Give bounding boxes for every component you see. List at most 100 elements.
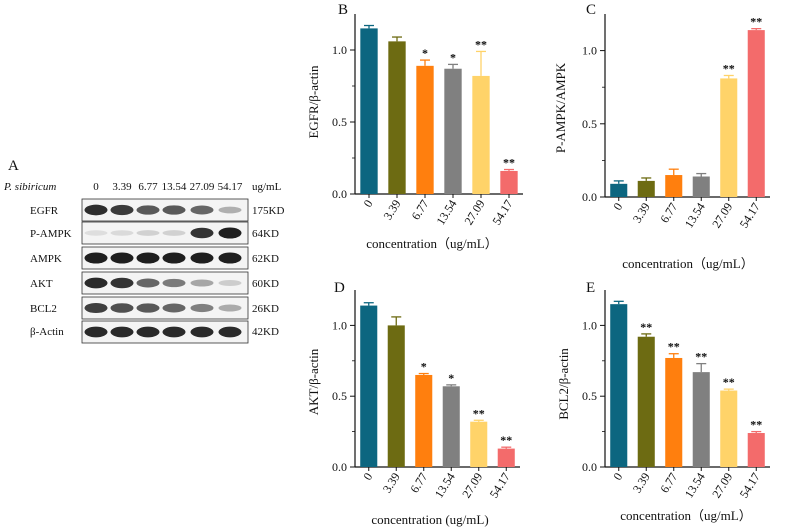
panel-c-bar [637,180,655,197]
molecular-weight: 26KD [252,303,279,315]
blot-band [190,205,214,215]
panel-d-x-tick-label: 3.39 [380,470,403,495]
blot-row-akt: AKT 60KD [30,271,279,295]
species-label: P. sibiricum [3,181,56,193]
panel-c-bar [692,176,710,197]
panel-c-bar [747,30,765,197]
panel-b-bar [360,28,378,195]
blot-band [110,252,134,264]
panel-c-y-tick-label: 1.0 [582,44,597,58]
chart-panel-d: D AKT/β-actin concentration (ug/mL) 0.0 0… [306,280,520,527]
panel-d-bar [442,386,460,467]
blot-band [84,302,108,314]
panel-b-x-tick-label: 0 [360,197,375,210]
panel-b-letter: B [338,2,348,18]
panel-c-bar [720,78,738,197]
blot-band [162,303,186,313]
molecular-weight: 64KD [252,228,279,240]
panel-d-significance-label: ** [473,406,485,420]
panel-d-x-tick-label: 13.54 [432,470,458,500]
panel-b-bar [388,41,406,194]
panel-e-x-tick-label: 3.39 [630,470,653,495]
panel-b-bar [472,75,490,194]
panel-c-y-axis-title: P-AMPK/AMPK [553,62,568,153]
panel-b-x-tick-label: 27.09 [461,197,487,227]
panel-c-x-tick-label: 6.77 [657,200,680,225]
panel-d-x-axis-title: concentration (ug/mL) [371,512,488,527]
panel-d-x-tick-label: 6.77 [407,470,430,495]
blot-band [136,252,160,264]
protein-name: BCL2 [30,303,57,315]
blot-band [190,326,214,338]
panel-b-significance-label: ** [503,156,515,170]
panel-e-bar [665,357,683,467]
panel-e-significance-label: ** [640,320,652,334]
panel-e-bar [692,372,710,467]
blot-lane-label-4: 27.09 [190,181,215,193]
protein-name: β-Actin [30,326,64,338]
blot-band [218,280,242,286]
panel-b-x-tick-label: 6.77 [409,197,432,222]
blot-band [110,303,134,313]
blot-band [84,204,108,216]
blot-band [162,230,186,236]
panel-e-x-tick-label: 13.54 [682,470,708,500]
western-blot-panel: A P. sibiricum ug/mL 0 3.39 6.77 13.54 2… [3,158,284,344]
blot-band [162,278,186,288]
chart-panel-b: B EGFR/β-actin concentration（ug/mL） 0.0 0… [306,2,523,251]
panel-d-bar [360,305,378,467]
panel-d-x-tick-label: 0 [360,470,375,483]
panel-b-significance-label: ** [475,37,487,51]
blot-band [218,252,242,264]
panel-b-significance-label: * [422,46,428,60]
panel-d-bar [470,421,488,467]
panel-e-x-tick-label: 0 [610,470,625,483]
panel-c-x-tick-label: 0 [610,200,625,213]
panel-e-bar [610,304,628,467]
blot-band [110,230,134,236]
panel-c-x-tick-label: 27.09 [709,200,735,230]
panel-b-significance-label: * [450,50,456,64]
protein-name: AKT [30,278,53,290]
blot-band [162,252,186,264]
panel-a-letter: A [8,158,19,174]
panel-c-x-tick-label: 13.54 [682,200,708,230]
panel-d-bar [387,325,405,467]
blot-row-p-ampk: P-AMPK 64KD [30,221,279,245]
panel-b-bar [416,65,434,194]
panel-d-letter: D [334,280,345,296]
panel-e-bar [720,390,738,467]
panel-b-x-tick-label: 3.39 [381,197,404,222]
blot-band [190,303,214,313]
blot-band [162,205,186,215]
panel-c-significance-label: ** [723,61,735,75]
blot-band [162,326,186,338]
panel-b-y-tick-label: 0.0 [332,187,347,201]
blot-lane-label-3: 13.54 [162,181,187,193]
panel-b-bar [444,68,462,194]
blot-band [84,326,108,338]
panel-d-y-tick-label: 0.0 [332,460,347,474]
blot-band [190,227,214,239]
blot-row-beta-actin: β-Actin 42KD [30,320,279,344]
panel-e-significance-label: ** [723,375,735,389]
panel-e-bar [747,433,765,467]
panel-e-significance-label: ** [668,340,680,354]
panel-b-y-tick-label: 1.0 [332,43,347,57]
panel-c-y-tick-label: 0.5 [582,117,597,131]
blot-band [110,204,134,216]
blot-band [190,279,214,287]
blot-band [84,230,108,236]
panel-d-y-axis-title: AKT/β-actin [306,348,321,415]
molecular-weight: 175KD [252,205,284,217]
chart-panel-e: E BCL2/β-actin concentration（ug/mL） 0.0 0… [556,280,770,523]
blot-band [136,326,160,338]
panel-d-significance-label: * [421,360,427,374]
panel-b-x-tick-label: 13.54 [433,197,459,227]
panel-e-y-tick-label: 0.0 [582,460,597,474]
panel-b-bar [500,170,518,194]
molecular-weight: 60KD [252,278,279,290]
panel-e-x-tick-label: 6.77 [657,470,680,495]
blot-lane-label-1: 3.39 [112,181,132,193]
